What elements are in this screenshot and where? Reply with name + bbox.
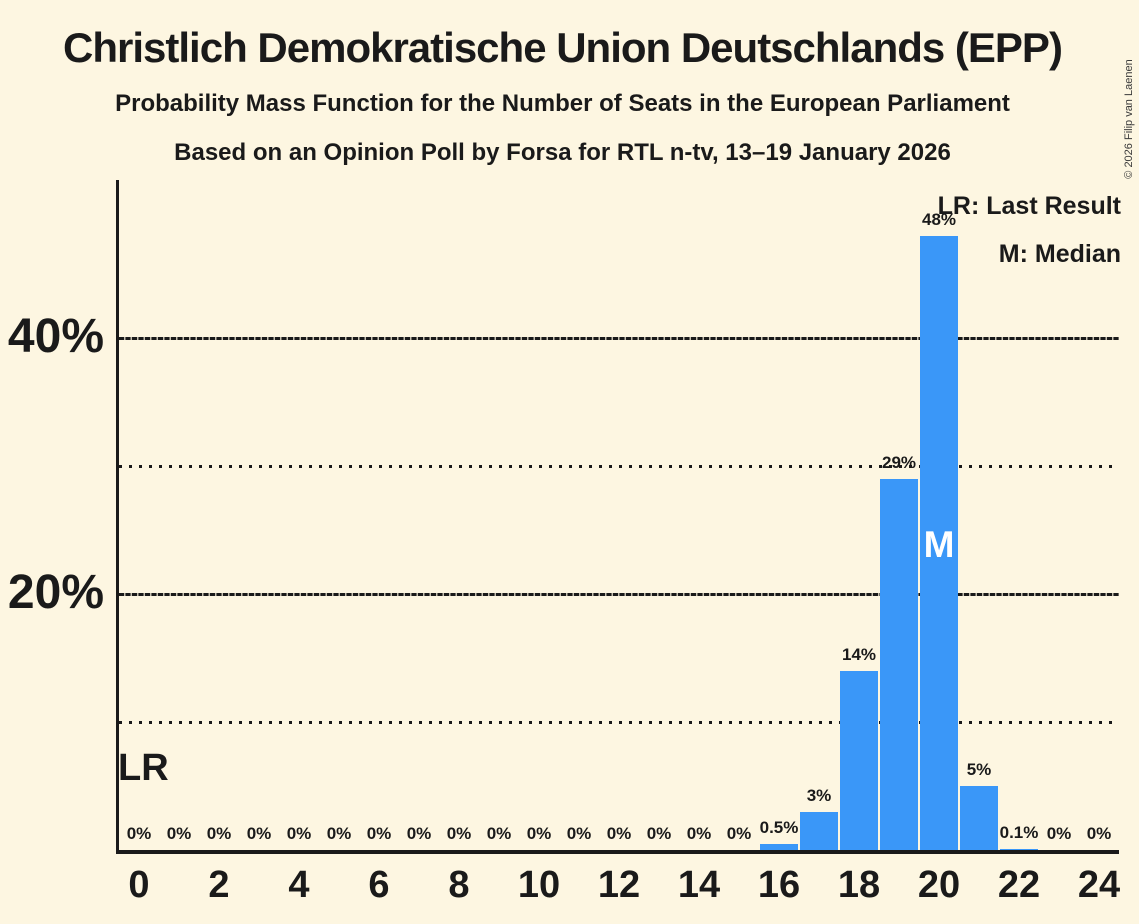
bar-value-label-seat-9: 0% bbox=[486, 824, 512, 843]
gridline-10pct bbox=[119, 720, 1119, 724]
bar-value-label-seat-7: 0% bbox=[406, 824, 432, 843]
x-axis-tick-label-22: 22 bbox=[997, 864, 1041, 906]
bar-value-label-seat-6: 0% bbox=[366, 824, 392, 843]
legend: LR: Last Result M: Median bbox=[938, 182, 1121, 278]
bar-value-label-seat-11: 0% bbox=[566, 824, 592, 843]
bar-value-label-seat-2: 0% bbox=[206, 824, 232, 843]
bar-seat-18 bbox=[840, 671, 878, 850]
bar-value-label-seat-16: 0.5% bbox=[759, 818, 799, 837]
bar-value-label-seat-19: 29% bbox=[881, 453, 917, 472]
y-axis-tick-label-40: 40% bbox=[7, 310, 104, 363]
bar-value-label-seat-22: 0.1% bbox=[999, 823, 1039, 842]
bar-value-label-seat-13: 0% bbox=[646, 824, 672, 843]
x-axis-tick-label-0: 0 bbox=[128, 864, 150, 906]
legend-last-result: LR: Last Result bbox=[937, 192, 1121, 220]
bar-seat-21 bbox=[960, 786, 998, 850]
bar-value-label-seat-4: 0% bbox=[286, 824, 312, 843]
bar-value-label-seat-18: 14% bbox=[841, 645, 877, 664]
gridline-30pct bbox=[119, 464, 1119, 468]
x-axis-line bbox=[116, 850, 1119, 854]
copyright-notice: © 2026 Filip van Laenen bbox=[1123, 59, 1135, 179]
x-axis-tick-label-12: 12 bbox=[597, 864, 641, 906]
bar-seat-20 bbox=[920, 236, 958, 850]
bar-value-label-seat-14: 0% bbox=[686, 824, 712, 843]
plot-area: LR M 0 2 4 6 8 10 12 14 16 18 20 22 24 0% 0% 0% 0% 0% 0% 0%… bbox=[116, 180, 1120, 906]
x-axis-tick-label-20: 20 bbox=[917, 864, 961, 906]
y-axis-line bbox=[116, 180, 119, 854]
bar-value-label-seat-10: 0% bbox=[526, 824, 552, 843]
bar-value-label-seat-23: 0% bbox=[1046, 824, 1072, 843]
x-axis-tick-label-6: 6 bbox=[368, 864, 390, 906]
last-result-marker-label: LR bbox=[118, 747, 169, 789]
bar-value-label-seat-8: 0% bbox=[446, 824, 472, 843]
x-axis-tick-label-16: 16 bbox=[757, 864, 801, 906]
bar-seat-17 bbox=[800, 812, 838, 850]
x-axis-tick-label-18: 18 bbox=[837, 864, 881, 906]
x-axis-tick-label-4: 4 bbox=[288, 864, 310, 906]
x-axis-tick-label-2: 2 bbox=[208, 864, 230, 906]
y-axis-tick-label-20: 20% bbox=[7, 566, 104, 619]
bar-value-label-seat-1: 0% bbox=[166, 824, 192, 843]
gridline-40pct bbox=[119, 336, 1119, 340]
bar-value-label-seat-5: 0% bbox=[326, 824, 352, 843]
gridline-20pct bbox=[119, 592, 1119, 596]
bar-value-label-seat-0: 0% bbox=[126, 824, 152, 843]
bar-value-label-seat-20: 48% bbox=[921, 210, 957, 229]
bar-value-label-seat-24: 0% bbox=[1086, 824, 1112, 843]
chart-source-line: Based on an Opinion Poll by Forsa for RT… bbox=[174, 139, 951, 166]
chart-title: Christlich Demokratische Union Deutschla… bbox=[63, 24, 1063, 71]
x-axis-tick-label-8: 8 bbox=[448, 864, 470, 906]
x-axis-tick-label-10: 10 bbox=[517, 864, 561, 906]
legend-median: M: Median bbox=[998, 240, 1121, 268]
x-axis-tick-label-24: 24 bbox=[1077, 864, 1121, 906]
bar-seat-19 bbox=[880, 479, 918, 850]
bar-seat-16 bbox=[760, 844, 798, 850]
bar-seat-22 bbox=[1000, 849, 1038, 850]
median-marker-label: M bbox=[923, 524, 955, 565]
bar-value-label-seat-17: 3% bbox=[806, 786, 832, 805]
chart-subtitle: Probability Mass Function for the Number… bbox=[115, 90, 1010, 117]
bar-value-label-seat-15: 0% bbox=[726, 824, 752, 843]
bar-value-label-seat-21: 5% bbox=[966, 760, 992, 779]
bar-value-label-seat-12: 0% bbox=[606, 824, 632, 843]
bar-value-label-seat-3: 0% bbox=[246, 824, 272, 843]
x-axis-tick-label-14: 14 bbox=[677, 864, 721, 906]
